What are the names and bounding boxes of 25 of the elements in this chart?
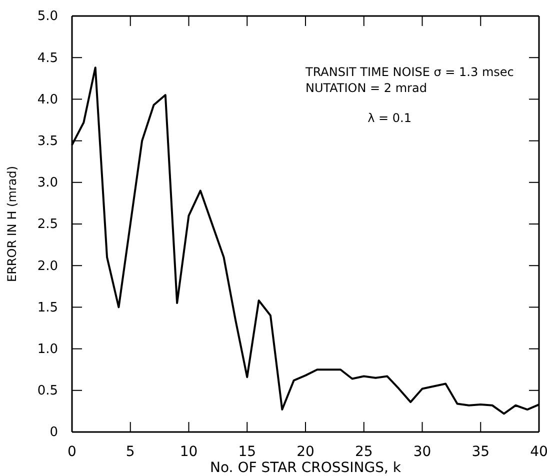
y-tick-label: 3.0 bbox=[37, 176, 58, 191]
y-tick-label: 0 bbox=[50, 425, 58, 440]
annotation: λ = 0.1 bbox=[368, 111, 412, 125]
x-axis-title: No. OF STAR CROSSINGS, k bbox=[210, 460, 402, 476]
x-tick-label: 40 bbox=[530, 444, 547, 460]
y-tick-label: 2.0 bbox=[37, 258, 58, 274]
annotation: TRANSIT TIME NOISE σ = 1.3 msec bbox=[304, 65, 514, 79]
y-tick-label: 4.5 bbox=[37, 50, 58, 66]
x-tick-label: 30 bbox=[413, 444, 432, 460]
y-tick-label: 1.5 bbox=[37, 300, 58, 316]
y-tick-label: 5.0 bbox=[37, 9, 58, 24]
y-tick-label: 1.0 bbox=[37, 342, 58, 357]
x-tick-label: 5 bbox=[126, 444, 135, 460]
x-tick-label: 10 bbox=[180, 444, 198, 460]
annotation: NUTATION = 2 mrad bbox=[306, 81, 427, 95]
y-axis-title: ERROR IN H (mrad) bbox=[5, 166, 19, 282]
x-tick-label: 35 bbox=[472, 444, 490, 460]
y-tick-label: 0.5 bbox=[37, 384, 58, 399]
x-tick-label: 25 bbox=[354, 444, 373, 460]
x-tick-label: 20 bbox=[296, 444, 314, 460]
y-tick-label: 2.5 bbox=[37, 217, 58, 232]
x-tick-label: 15 bbox=[238, 444, 256, 460]
y-tick-label: 4.0 bbox=[37, 92, 58, 108]
y-tick-label: 3.5 bbox=[37, 134, 58, 149]
x-tick-label: 0 bbox=[68, 444, 76, 460]
